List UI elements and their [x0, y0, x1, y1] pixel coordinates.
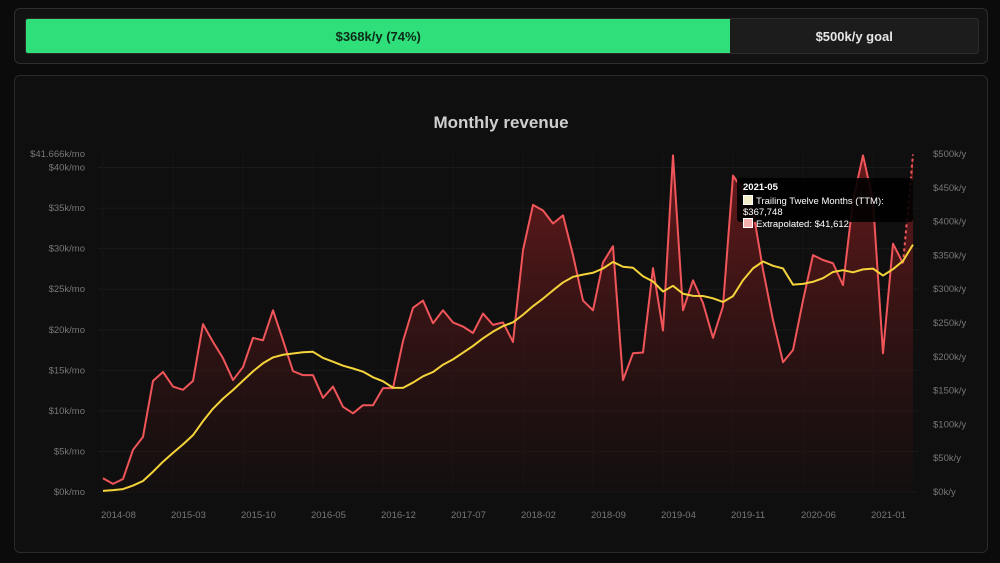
current-revenue-label: $368k/y (74%) [335, 28, 421, 44]
y-right-tick-label: $300k/y [933, 284, 967, 295]
y-left-tick-label: $35k/mo [49, 203, 85, 214]
chart-title: Monthly revenue [433, 113, 568, 132]
y-right-tick-label: $100k/y [933, 419, 967, 430]
y-left-tick-label: $25k/mo [49, 284, 85, 295]
tooltip-ttm: Trailing Twelve Months (TTM): $367,748 [743, 196, 884, 218]
y-right-tick-label: $50k/y [933, 453, 961, 464]
ttm-swatch [743, 195, 753, 205]
extrapolated-swatch [743, 218, 753, 228]
x-tick-label: 2015-10 [241, 510, 276, 521]
x-tick-label: 2018-02 [521, 510, 556, 521]
y-left-tick-label: $40k/mo [49, 163, 85, 174]
y-right-tick-label: $450k/y [933, 183, 967, 194]
x-tick-label: 2016-05 [311, 510, 346, 521]
y-right-tick-label: $500k/y [933, 149, 967, 160]
x-tick-label: 2020-06 [801, 510, 836, 521]
x-tick-label: 2016-12 [381, 510, 416, 521]
y-right-tick-label: $0k/y [933, 487, 956, 498]
y-right-tick-label: $250k/y [933, 318, 967, 329]
y-right-tick-label: $400k/y [933, 217, 967, 228]
y-left-tick-label: $20k/mo [49, 325, 85, 336]
y-left-tick-label: $15k/mo [49, 365, 85, 376]
x-tick-label: 2019-04 [661, 510, 696, 521]
goal-progress-fill: $368k/y (74%) [26, 19, 731, 53]
x-tick-label: 2017-07 [451, 510, 486, 521]
y-right-tick-label: $350k/y [933, 250, 967, 261]
x-tick-label: 2019-11 [731, 510, 765, 521]
x-tick-label: 2021-01 [871, 510, 906, 521]
ttm-line [102, 244, 914, 492]
chart-tooltip: 2021-05 Trailing Twelve Months (TTM): $3… [737, 178, 913, 230]
tooltip-extrapolated: Extrapolated: $41,612 [756, 219, 849, 230]
monthly-revenue-line [102, 154, 904, 485]
y-left-tick-label: $10k/mo [49, 406, 85, 417]
goal-progress-panel: $368k/y (74%) $500k/y goal [14, 8, 988, 64]
goal-remaining: $500k/y goal [730, 19, 978, 53]
y-right-tick-label: $150k/y [933, 386, 967, 397]
y-left-tick-label: $30k/mo [49, 244, 85, 255]
revenue-area [103, 154, 913, 492]
x-tick-label: 2018-09 [591, 510, 626, 521]
y-left-tick-label: $5k/mo [54, 446, 85, 457]
x-tick-label: 2015-03 [171, 510, 206, 521]
y-left-max-label: $41.666k/mo [30, 149, 85, 160]
y-left-tick-label: $0k/mo [54, 487, 85, 498]
y-right-tick-label: $200k/y [933, 352, 967, 363]
goal-progress-bar: $368k/y (74%) $500k/y goal [25, 18, 979, 54]
goal-label: $500k/y goal [815, 28, 893, 44]
x-tick-label: 2014-08 [101, 510, 136, 521]
tooltip-date: 2021-05 [743, 182, 778, 193]
